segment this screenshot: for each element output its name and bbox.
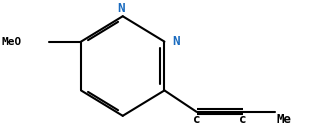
Text: N: N xyxy=(117,2,125,15)
Text: c: c xyxy=(193,113,200,126)
Text: MeO: MeO xyxy=(2,37,22,47)
Text: Me: Me xyxy=(277,113,292,126)
Text: c: c xyxy=(239,113,247,126)
Text: N: N xyxy=(172,35,180,48)
